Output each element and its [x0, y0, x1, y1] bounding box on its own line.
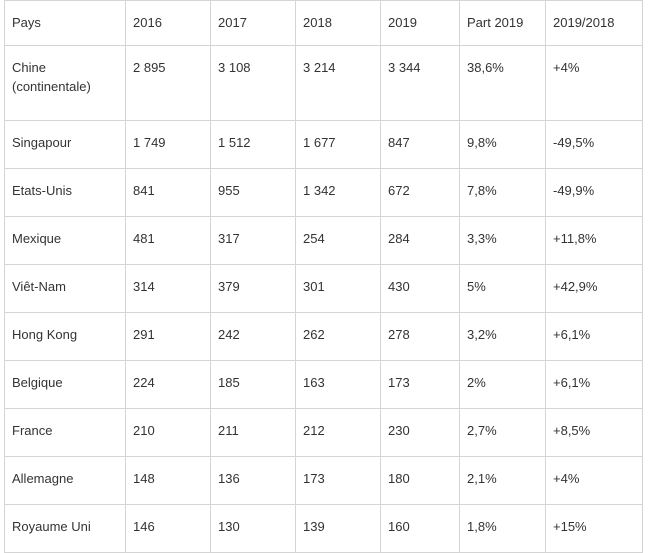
- cell-part-2019: 2,7%: [459, 408, 546, 457]
- country-cell: Mexique: [4, 216, 126, 265]
- cell-2018: 254: [295, 216, 381, 265]
- cell-part-2019: 3,2%: [459, 312, 546, 361]
- country-data-table: Pays 2016 2017 2018 2019 Part 2019 2019/2018 Ch…: [4, 0, 643, 553]
- table-row: Singapour 1 749 1 512 1 677 847 9,8% -49,5%: [4, 120, 643, 169]
- table-container: Pays 2016 2017 2018 2019 Part 2019 2019/2018 Ch…: [4, 0, 643, 553]
- cell-2018: 262: [295, 312, 381, 361]
- header-cell-pays: Pays: [4, 0, 126, 46]
- cell-evolution-2019-2018: +6,1%: [545, 360, 643, 409]
- header-cell-2017: 2017: [210, 0, 296, 46]
- cell-2016: 1 749: [125, 120, 211, 169]
- cell-2016: 2 895: [125, 45, 211, 121]
- country-cell: Chine (continentale): [4, 45, 126, 121]
- table-row: France 210 211 212 230 2,7% +8,5%: [4, 408, 643, 457]
- cell-2016: 210: [125, 408, 211, 457]
- cell-2016: 291: [125, 312, 211, 361]
- cell-2019: 430: [380, 264, 460, 313]
- country-cell: Viêt-Nam: [4, 264, 126, 313]
- cell-2018: 1 342: [295, 168, 381, 217]
- cell-2017: 317: [210, 216, 296, 265]
- cell-part-2019: 2%: [459, 360, 546, 409]
- table-row: Belgique 224 185 163 173 2% +6,1%: [4, 360, 643, 409]
- table-row: Mexique 481 317 254 284 3,3% +11,8%: [4, 216, 643, 265]
- cell-2016: 481: [125, 216, 211, 265]
- cell-evolution-2019-2018: +4%: [545, 456, 643, 505]
- table-row: Allemagne 148 136 173 180 2,1% +4%: [4, 456, 643, 505]
- cell-2017: 130: [210, 504, 296, 553]
- table-body: Pays 2016 2017 2018 2019 Part 2019 2019/2018 Ch…: [4, 0, 643, 553]
- cell-2018: 173: [295, 456, 381, 505]
- cell-2019: 284: [380, 216, 460, 265]
- cell-2018: 301: [295, 264, 381, 313]
- header-cell-2019: 2019: [380, 0, 460, 46]
- cell-part-2019: 7,8%: [459, 168, 546, 217]
- cell-part-2019: 38,6%: [459, 45, 546, 121]
- cell-2017: 379: [210, 264, 296, 313]
- header-cell-evolution-2019-2018: 2019/2018: [545, 0, 643, 46]
- country-cell: Belgique: [4, 360, 126, 409]
- cell-evolution-2019-2018: +11,8%: [545, 216, 643, 265]
- cell-2019: 173: [380, 360, 460, 409]
- country-cell: Allemagne: [4, 456, 126, 505]
- table-row: Viêt-Nam 314 379 301 430 5% +42,9%: [4, 264, 643, 313]
- cell-2016: 148: [125, 456, 211, 505]
- cell-2016: 841: [125, 168, 211, 217]
- cell-2019: 672: [380, 168, 460, 217]
- table-row: Etats-Unis 841 955 1 342 672 7,8% -49,9%: [4, 168, 643, 217]
- cell-2019: 847: [380, 120, 460, 169]
- country-cell: France: [4, 408, 126, 457]
- country-cell: Hong Kong: [4, 312, 126, 361]
- cell-part-2019: 2,1%: [459, 456, 546, 505]
- cell-2019: 160: [380, 504, 460, 553]
- cell-2017: 1 512: [210, 120, 296, 169]
- header-cell-2018: 2018: [295, 0, 381, 46]
- country-cell: Royaume Uni: [4, 504, 126, 553]
- cell-part-2019: 1,8%: [459, 504, 546, 553]
- cell-2017: 3 108: [210, 45, 296, 121]
- cell-evolution-2019-2018: -49,5%: [545, 120, 643, 169]
- cell-evolution-2019-2018: +42,9%: [545, 264, 643, 313]
- table-row: Royaume Uni 146 130 139 160 1,8% +15%: [4, 504, 643, 553]
- country-cell: Etats-Unis: [4, 168, 126, 217]
- cell-2017: 955: [210, 168, 296, 217]
- cell-2017: 185: [210, 360, 296, 409]
- cell-2016: 314: [125, 264, 211, 313]
- cell-2017: 211: [210, 408, 296, 457]
- country-cell: Singapour: [4, 120, 126, 169]
- cell-2019: 3 344: [380, 45, 460, 121]
- cell-evolution-2019-2018: +6,1%: [545, 312, 643, 361]
- cell-evolution-2019-2018: +4%: [545, 45, 643, 121]
- cell-evolution-2019-2018: +8,5%: [545, 408, 643, 457]
- cell-2018: 163: [295, 360, 381, 409]
- cell-2019: 230: [380, 408, 460, 457]
- table-header-row: Pays 2016 2017 2018 2019 Part 2019 2019/2018: [4, 0, 643, 46]
- cell-2016: 146: [125, 504, 211, 553]
- cell-evolution-2019-2018: +15%: [545, 504, 643, 553]
- cell-2019: 180: [380, 456, 460, 505]
- cell-2019: 278: [380, 312, 460, 361]
- cell-2018: 3 214: [295, 45, 381, 121]
- cell-2018: 1 677: [295, 120, 381, 169]
- table-row: Hong Kong 291 242 262 278 3,2% +6,1%: [4, 312, 643, 361]
- cell-2017: 136: [210, 456, 296, 505]
- cell-part-2019: 9,8%: [459, 120, 546, 169]
- cell-2017: 242: [210, 312, 296, 361]
- cell-part-2019: 5%: [459, 264, 546, 313]
- cell-2016: 224: [125, 360, 211, 409]
- cell-2018: 212: [295, 408, 381, 457]
- table-row: Chine (continentale) 2 895 3 108 3 214 3 344 3…: [4, 45, 643, 121]
- cell-2018: 139: [295, 504, 381, 553]
- cell-part-2019: 3,3%: [459, 216, 546, 265]
- header-cell-part-2019: Part 2019: [459, 0, 546, 46]
- cell-evolution-2019-2018: -49,9%: [545, 168, 643, 217]
- header-cell-2016: 2016: [125, 0, 211, 46]
